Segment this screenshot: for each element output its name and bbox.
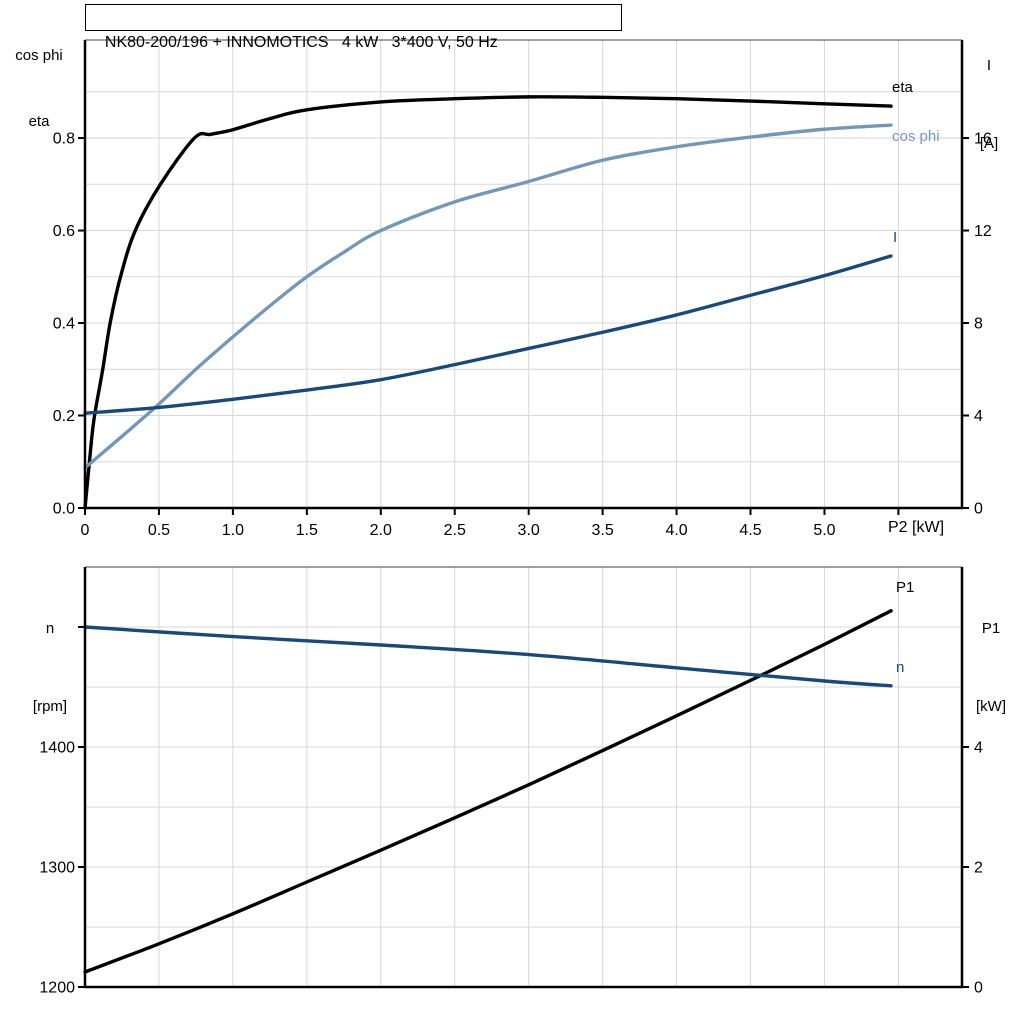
x-tick-label: 5.0 <box>813 522 835 539</box>
x-tick-label: 0 <box>81 522 90 539</box>
left-tick-label: 1400 <box>39 740 75 757</box>
right-tick-label: 2 <box>974 860 983 877</box>
x-tick-label: 0.5 <box>148 522 170 539</box>
x-tick-label: 1.5 <box>296 522 318 539</box>
eta-axis-title: eta <box>28 113 50 130</box>
bottom-right-axis-header: P1 [kW] <box>960 564 1022 746</box>
current-curve-label: I <box>893 229 898 246</box>
cos-phi-axis-title: cos phi <box>15 47 63 64</box>
right-tick-label: 0 <box>974 501 983 518</box>
p1-curve-label: P1 <box>896 579 915 596</box>
right-tick-label: 16 <box>974 131 992 148</box>
speed-axis-unit: [rpm] <box>32 698 68 715</box>
cos-phi-curve <box>83 123 893 470</box>
right-tick-label: 4 <box>974 408 983 425</box>
right-tick-label: 8 <box>974 316 983 333</box>
right-tick-label: 12 <box>974 223 992 240</box>
left-tick-label: 0.8 <box>53 131 75 148</box>
chart-title: NK80-200/196 + INNOMOTICS 4 kW 3*400 V, … <box>85 4 622 51</box>
x-tick-label: 1.0 <box>222 522 244 539</box>
current-axis-title: I <box>986 57 992 74</box>
eta-curve <box>83 95 893 510</box>
cos-phi-curve-label: cos phi <box>892 128 940 145</box>
x-tick-label: 2.0 <box>370 522 392 539</box>
top-left-axis-header: cos phi eta <box>0 1 78 155</box>
left-tick-label: 0.4 <box>53 316 75 333</box>
x-tick-label: 4.5 <box>739 522 761 539</box>
top-right-axis-header: I [A] <box>960 1 1018 183</box>
speed-axis-title: n <box>45 620 55 637</box>
current-axis-unit: [A] <box>979 135 999 152</box>
x-tick-label: 3.0 <box>518 522 540 539</box>
left-tick-label: 1300 <box>39 860 75 877</box>
bottom-left-axis-header: n [rpm] <box>12 564 88 746</box>
x-axis-label: P2 [kW] <box>888 519 945 536</box>
p1-axis-unit: [kW] <box>976 698 1006 715</box>
n-curve-label: n <box>896 659 905 676</box>
left-tick-label: 0.6 <box>53 223 75 240</box>
eta-curve-label: eta <box>892 79 913 96</box>
right-tick-label: 4 <box>974 740 983 757</box>
right-tick-label: 0 <box>974 980 983 997</box>
left-tick-label: 0.2 <box>53 408 75 425</box>
chart-title-text: NK80-200/196 + INNOMOTICS 4 kW 3*400 V, … <box>104 34 498 51</box>
p1-curve <box>83 609 893 974</box>
x-tick-label: 2.5 <box>444 522 466 539</box>
p1-axis-title: P1 <box>981 620 1001 637</box>
x-tick-label: 3.5 <box>591 522 613 539</box>
n-curve <box>83 625 893 688</box>
left-tick-label: 1200 <box>39 980 75 997</box>
x-tick-label: 4.0 <box>665 522 687 539</box>
i-curve <box>83 254 893 415</box>
left-tick-label: 0.0 <box>53 501 75 518</box>
